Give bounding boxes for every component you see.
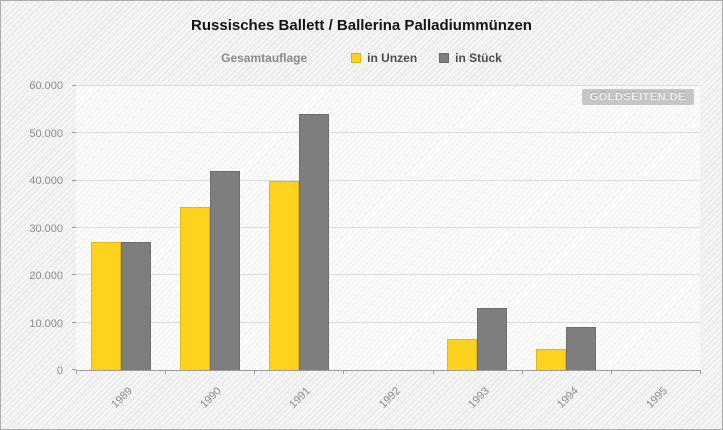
bar-group-1995 (611, 86, 700, 370)
bar-1990-unzen (179, 206, 210, 370)
bar-1994-stueck (566, 327, 597, 370)
bar-1991-stueck (298, 114, 329, 370)
gridline (76, 274, 700, 276)
bar-1993-stueck (477, 308, 508, 370)
bar-1993-unzen (447, 339, 478, 370)
x-axis-label: 1992 (376, 385, 403, 411)
x-axis-label: 1991 (287, 385, 314, 411)
bar-group-1989 (76, 86, 165, 370)
y-axis-tick-label: 60.000 (29, 80, 63, 92)
y-axis-tick (72, 369, 76, 370)
x-axis-label: 1989 (109, 385, 136, 411)
y-axis-tick (72, 321, 76, 323)
y-axis-tick (72, 274, 76, 276)
legend-title: Gesamtauflage (221, 51, 308, 65)
y-axis-tick (72, 227, 76, 228)
bar-1994-unzen (536, 348, 567, 370)
legend-swatch-stueck-icon (439, 53, 450, 63)
y-axis-tick-label: 0 (56, 365, 63, 377)
gridline (76, 179, 700, 181)
gridline (76, 85, 700, 86)
y-axis-tick-label: 30.000 (29, 222, 63, 235)
x-axis-tick (165, 370, 167, 374)
x-axis-label: 1994 (554, 385, 581, 411)
bar-1991-unzen (268, 180, 299, 370)
bar-group-1992 (343, 86, 432, 370)
bar-1990-stueck (209, 171, 240, 370)
chart-title: Russisches Ballett / Ballerina Palladium… (191, 17, 532, 34)
x-axis-tick (343, 370, 345, 374)
x-axis-tick (432, 370, 434, 374)
x-axis-tick (76, 370, 77, 374)
x-axis-tick (700, 370, 701, 374)
legend-item-unzen: in Unzen (351, 51, 417, 65)
legend: Gesamtauflage in Unzen in Stück (1, 51, 722, 65)
y-axis-labels: 0 10.000 20.000 30.000 40.000 50.000 60.000 (1, 80, 71, 377)
legend-label-stueck: in Stück (455, 51, 502, 65)
legend-item-stueck: in Stück (439, 51, 502, 65)
gridline (76, 227, 700, 228)
plot-area: GOLDSEITEN.DE (72, 85, 701, 374)
legend-label-unzen: in Unzen (367, 51, 418, 65)
bar-group-1991 (254, 86, 343, 370)
y-axis-tick (72, 85, 76, 86)
x-axis-tick (521, 370, 523, 374)
y-axis-tick (72, 179, 76, 181)
gridline (76, 132, 700, 134)
x-axis-label: 1993 (465, 385, 492, 411)
x-axis-tick (610, 370, 612, 374)
bar-group-1993 (433, 86, 522, 370)
y-axis-tick (72, 132, 76, 134)
bar-1989-stueck (120, 242, 151, 370)
x-axis-tick (254, 370, 256, 374)
bar-group-1994 (522, 86, 611, 370)
legend-swatch-unzen-icon (351, 53, 362, 63)
y-axis-tick-label: 20.000 (29, 270, 63, 282)
x-axis-labels: 1989 1990 1991 1992 1993 1994 1995 (76, 375, 700, 429)
bar-1989-unzen (90, 242, 121, 370)
x-axis-label: 1995 (644, 385, 670, 411)
watermark: GOLDSEITEN.DE (581, 89, 694, 105)
bar-group-1990 (165, 86, 254, 370)
y-axis-tick-label: 10.000 (29, 317, 63, 330)
y-axis-tick-label: 40.000 (29, 175, 63, 187)
y-axis-tick-label: 50.000 (29, 127, 63, 140)
x-axis-label: 1990 (198, 385, 225, 411)
gridline (76, 321, 700, 323)
